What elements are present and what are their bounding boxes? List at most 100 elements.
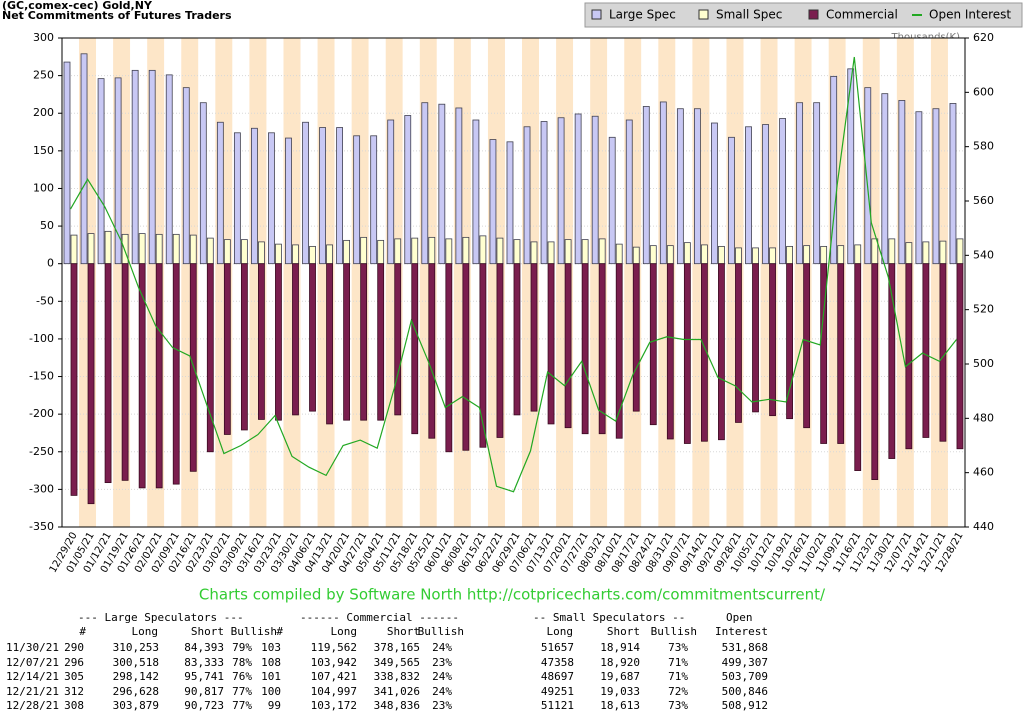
bar bbox=[336, 127, 344, 265]
bar bbox=[121, 233, 129, 265]
bar bbox=[292, 263, 299, 416]
column-header: Bullish bbox=[650, 625, 697, 638]
legend-label: Large Spec bbox=[609, 8, 676, 22]
table-cell: 303,879 bbox=[112, 699, 159, 712]
table-cell: 499,307 bbox=[721, 655, 768, 669]
bar bbox=[837, 245, 845, 265]
y-tick-label: 100 bbox=[33, 181, 54, 194]
bar bbox=[394, 238, 402, 265]
bar bbox=[564, 263, 572, 429]
bar bbox=[394, 263, 402, 416]
table-cell: 90,817 bbox=[184, 684, 224, 698]
bar bbox=[820, 245, 828, 265]
bar bbox=[871, 238, 879, 265]
row-date: 12/28/21 bbox=[6, 699, 59, 712]
table-cell: 508,912 bbox=[721, 699, 768, 712]
bar bbox=[666, 245, 674, 265]
column-header: Short bbox=[606, 625, 640, 638]
bar bbox=[387, 119, 395, 265]
bar bbox=[898, 100, 906, 265]
bar bbox=[428, 236, 436, 265]
table-cell: 104,997 bbox=[310, 684, 357, 698]
bar bbox=[769, 247, 776, 265]
group-header: --- Large Speculators --- bbox=[78, 611, 244, 624]
bar bbox=[411, 237, 419, 265]
y-tick-label: -350 bbox=[29, 520, 54, 533]
bar bbox=[445, 263, 453, 453]
table-cell: 300,518 bbox=[112, 655, 159, 669]
bar bbox=[104, 263, 112, 484]
bar bbox=[728, 136, 735, 265]
group-header: ------ Commercial ------ bbox=[300, 611, 459, 624]
bar bbox=[302, 121, 309, 265]
bar bbox=[319, 127, 326, 265]
bar bbox=[683, 263, 691, 444]
bar bbox=[769, 263, 776, 417]
bar bbox=[489, 139, 497, 265]
column-header: # bbox=[79, 625, 86, 638]
y2-tick-label: 480 bbox=[973, 411, 994, 424]
table-cell: 73% bbox=[668, 699, 688, 712]
y2-tick-label: 460 bbox=[973, 466, 994, 479]
bar bbox=[309, 263, 316, 412]
bar bbox=[455, 107, 463, 265]
bar bbox=[557, 117, 565, 265]
y2-tick-label: 540 bbox=[973, 248, 994, 261]
bar bbox=[121, 263, 129, 481]
bar bbox=[155, 233, 163, 265]
bar bbox=[676, 108, 684, 265]
table-cell: 290 bbox=[64, 641, 84, 654]
chart-title: (GC,comex-cec) Gold,NY bbox=[2, 0, 153, 12]
bar bbox=[445, 238, 453, 265]
y2-tick-label: 440 bbox=[973, 520, 994, 533]
table-cell: 308 bbox=[64, 699, 84, 712]
bar bbox=[888, 238, 896, 265]
table-cell: 78% bbox=[232, 655, 252, 669]
table-cell: 51121 bbox=[540, 699, 574, 712]
row-date: 12/21/21 bbox=[6, 684, 59, 698]
bar bbox=[711, 122, 718, 265]
bar bbox=[462, 263, 470, 451]
bar bbox=[292, 244, 299, 265]
bar bbox=[138, 233, 146, 265]
table-cell: 19,687 bbox=[600, 670, 640, 683]
bar bbox=[377, 263, 385, 421]
legend-label: Commercial bbox=[826, 8, 898, 22]
bar bbox=[735, 263, 742, 423]
bar bbox=[666, 263, 674, 440]
bar bbox=[700, 263, 708, 442]
bar bbox=[240, 239, 248, 265]
bar bbox=[540, 121, 548, 265]
legend-swatch bbox=[591, 9, 602, 20]
bar bbox=[370, 135, 378, 265]
bar bbox=[275, 243, 282, 265]
table-cell: 77% bbox=[232, 699, 252, 712]
bar bbox=[803, 245, 811, 265]
chart: (GC,comex-cec) Gold,NY Net Commitments o… bbox=[2, 0, 1023, 604]
bar bbox=[649, 263, 657, 426]
bar bbox=[172, 233, 180, 265]
table-cell: 119,562 bbox=[310, 641, 357, 654]
legend-label: Open Interest bbox=[929, 8, 1011, 22]
y2-tick-label: 600 bbox=[973, 85, 994, 98]
bar bbox=[847, 68, 855, 265]
bar bbox=[377, 239, 385, 265]
bar bbox=[360, 236, 368, 265]
bar bbox=[956, 238, 964, 265]
table-cell: 72% bbox=[668, 684, 688, 698]
column-header: Long bbox=[131, 625, 159, 638]
bar bbox=[530, 241, 538, 265]
bar bbox=[786, 263, 793, 420]
bar bbox=[956, 263, 964, 450]
bar bbox=[581, 239, 589, 265]
bar bbox=[718, 245, 725, 265]
table-cell: 77% bbox=[232, 684, 252, 698]
bar bbox=[564, 239, 572, 265]
bar bbox=[513, 263, 521, 416]
table-cell: 51657 bbox=[540, 641, 574, 654]
bar bbox=[854, 263, 862, 471]
table-cell: 18,920 bbox=[600, 655, 640, 669]
bar bbox=[326, 263, 333, 425]
bar bbox=[574, 113, 582, 265]
table-cell: 90,723 bbox=[184, 699, 224, 712]
